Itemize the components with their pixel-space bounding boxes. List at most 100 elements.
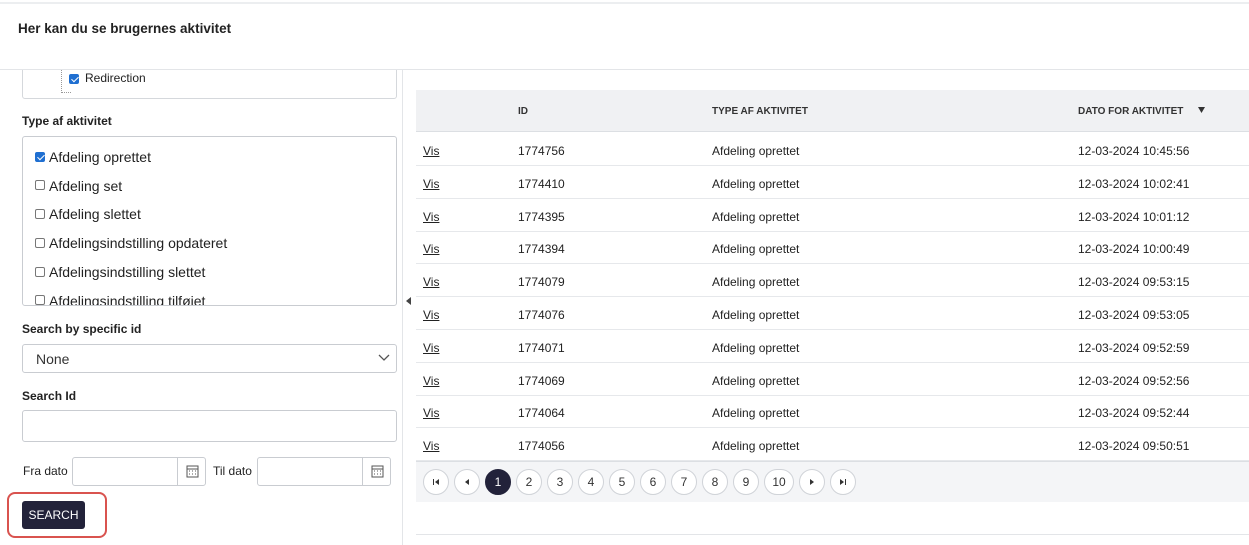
checkbox[interactable] (35, 180, 45, 191)
table-row: Vis 1774410 Afdeling oprettet 12-03-2024 10… (416, 166, 1249, 199)
table-cell: 1774071 (518, 340, 565, 355)
table-cell: 1774079 (518, 275, 565, 290)
table-cell: Afdeling oprettet (712, 144, 800, 158)
pager-icon (433, 479, 439, 485)
checkbox[interactable] (35, 151, 45, 162)
table-cell: Afdeling oprettet (712, 176, 800, 191)
highlight-ring (7, 492, 107, 538)
table-cell: 12-03-2024 09:53:15 (1078, 275, 1190, 290)
table-cell: 1774069 (518, 373, 565, 388)
view-link[interactable]: Vis (423, 209, 440, 224)
table-cell: 12-03-2024 10:45:56 (1078, 144, 1190, 158)
page-button[interactable]: 9 (733, 469, 759, 495)
to-date-input[interactable] (257, 457, 391, 486)
view-link[interactable]: Vis (423, 144, 440, 158)
table-cell: 1774410 (518, 176, 565, 191)
table-row: Vis 1774071 Afdeling oprettet 12-03-2024 09… (416, 330, 1249, 363)
view-link[interactable]: Vis (423, 406, 440, 421)
collapse-arrow (406, 297, 411, 305)
column-header[interactable]: DATO FOR AKTIVITET (1078, 106, 1184, 117)
table-row: Vis 1774395 Afdeling oprettet 12-03-2024 10… (416, 199, 1249, 232)
filter-panel: Test for kunderRedirection Type af aktiv… (0, 70, 403, 545)
page-button[interactable]: 8 (702, 469, 728, 495)
pager-nav[interactable] (454, 469, 480, 495)
page-button[interactable]: 2 (516, 469, 542, 495)
table-row: Vis 1774056 Afdeling oprettet 12-03-2024 09… (416, 428, 1249, 462)
checkbox[interactable] (35, 266, 45, 277)
pager-icon (810, 479, 814, 485)
activity-option[interactable]: Afdeling slettet (35, 206, 141, 222)
pager-nav[interactable] (423, 469, 449, 495)
table-cell: 1774056 (518, 439, 565, 454)
option-label: Afdelingsindstilling tilføjet (49, 292, 206, 306)
table-cell: 1774756 (518, 144, 565, 158)
checkbox[interactable] (69, 73, 79, 84)
table-row: Vis 1774394 Afdeling oprettet 12-03-2024 10… (416, 231, 1249, 265)
table-cell: 12-03-2024 10:02:41 (1078, 176, 1190, 191)
view-link[interactable]: Vis (423, 373, 440, 388)
option-label: Afdeling slettet (49, 206, 141, 223)
calendar-button[interactable] (177, 458, 205, 485)
tree-item: Redirection (69, 71, 146, 85)
page-button[interactable]: 7 (671, 469, 697, 495)
select-arrow (378, 354, 390, 361)
table-cell: 12-03-2024 09:52:56 (1078, 373, 1190, 388)
activity-option[interactable]: Afdeling set (35, 178, 122, 194)
activity-option[interactable]: Afdelingsindstilling tilføjet (35, 292, 206, 306)
pager-nav[interactable] (799, 469, 825, 495)
table-cell: Afdeling oprettet (712, 209, 800, 224)
to-date-label: Til dato (213, 464, 252, 478)
pager-nav[interactable] (830, 469, 856, 495)
view-link[interactable]: Vis (423, 275, 440, 290)
from-date-label: Fra dato (23, 464, 68, 478)
view-link[interactable]: Vis (423, 176, 440, 191)
table-cell: Afdeling oprettet (712, 242, 800, 257)
table-cell: Afdeling oprettet (712, 406, 800, 421)
page-button[interactable]: 1 (485, 469, 511, 495)
table-cell: 12-03-2024 09:50:51 (1078, 439, 1190, 454)
table-cell: 12-03-2024 09:52:59 (1078, 340, 1190, 355)
table-cell: 12-03-2024 10:00:49 (1078, 242, 1190, 257)
checkbox[interactable] (35, 295, 45, 305)
table-cell: 1774064 (518, 406, 565, 421)
page-button[interactable]: 6 (640, 469, 666, 495)
activity-list: Afdeling oprettet Afdeling set Afdeling sl… (22, 136, 397, 306)
page-button[interactable]: 4 (578, 469, 604, 495)
checkbox[interactable] (35, 209, 45, 220)
view-link[interactable]: Vis (423, 340, 440, 355)
from-date-input[interactable] (72, 457, 206, 486)
top-border (0, 2, 1249, 4)
activity-option[interactable]: Afdelingsindstilling slettet (35, 264, 205, 280)
panel-splitter[interactable] (403, 70, 416, 545)
view-link[interactable]: Vis (423, 439, 440, 454)
specific-id-select[interactable]: None (22, 344, 397, 373)
view-link[interactable]: Vis (423, 242, 440, 257)
view-link[interactable]: Vis (423, 308, 440, 322)
table-cell: 1774394 (518, 242, 565, 257)
option-label: Afdeling set (49, 177, 123, 194)
calendar-icon (371, 465, 384, 478)
results-panel: ID TYPE AF AKTIVITET DATO FOR AKTIVITET … (416, 70, 1249, 545)
page-button[interactable]: 3 (547, 469, 573, 495)
table-cell: 12-03-2024 09:52:44 (1078, 406, 1190, 421)
search-id-input[interactable] (22, 410, 397, 442)
column-header[interactable]: ID (518, 106, 528, 117)
header-divider (0, 69, 1249, 70)
table-cell: Afdeling oprettet (712, 275, 800, 290)
column-header[interactable]: TYPE AF AKTIVITET (712, 106, 808, 117)
activity-option[interactable]: Afdeling oprettet (35, 149, 151, 165)
activity-option[interactable]: Afdelingsindstilling opdateret (35, 235, 227, 251)
tree-line (61, 70, 71, 93)
checkbox[interactable] (35, 237, 45, 248)
option-label: Afdelingsindstilling slettet (49, 263, 206, 280)
page-button[interactable]: 10 (764, 469, 794, 495)
table-cell: 12-03-2024 09:53:05 (1078, 308, 1190, 322)
table-cell: 12-03-2024 10:01:12 (1078, 209, 1190, 224)
table-row: Vis 1774756 Afdeling oprettet 12-03-2024 10… (416, 133, 1249, 166)
page-button[interactable]: 5 (609, 469, 635, 495)
search-button[interactable]: SEARCH (22, 501, 85, 529)
pager-icon (840, 479, 846, 485)
calendar-button[interactable] (362, 458, 390, 485)
option-label: Afdelingsindstilling opdateret (49, 235, 228, 252)
